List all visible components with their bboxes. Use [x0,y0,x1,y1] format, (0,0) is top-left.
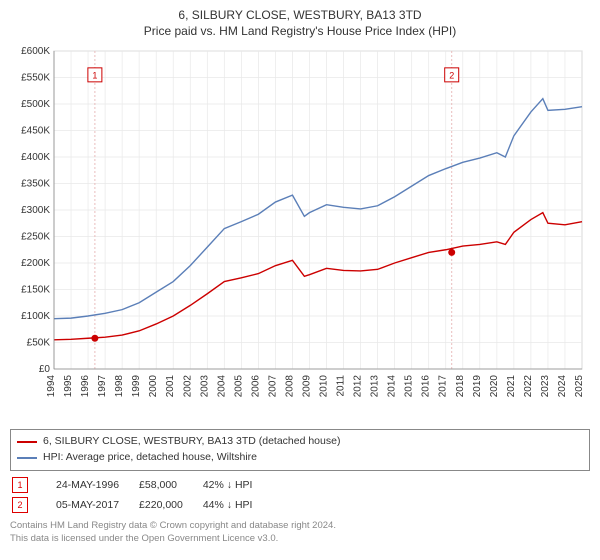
svg-text:1996: 1996 [80,375,91,398]
svg-text:£400K: £400K [21,152,50,163]
svg-text:2005: 2005 [233,375,244,398]
svg-text:2021: 2021 [506,375,517,398]
svg-text:2003: 2003 [199,375,210,398]
legend-item: 6, SILBURY CLOSE, WESTBURY, BA13 3TD (de… [17,434,583,450]
svg-text:2022: 2022 [523,375,534,398]
svg-text:1999: 1999 [131,375,142,398]
svg-text:2004: 2004 [216,375,227,398]
svg-text:2001: 2001 [165,375,176,398]
svg-text:2025: 2025 [574,375,585,398]
svg-text:£250K: £250K [21,232,50,243]
svg-text:2018: 2018 [455,375,466,398]
svg-text:£0: £0 [39,364,51,375]
svg-text:£150K: £150K [21,285,50,296]
svg-text:£350K: £350K [21,179,50,190]
svg-text:2007: 2007 [267,375,278,398]
legend-item: HPI: Average price, detached house, Wilt… [17,450,583,466]
svg-text:2019: 2019 [472,375,483,398]
svg-text:£550K: £550K [21,73,50,84]
sales-table: 124-MAY-1996£58,00042% ↓ HPI 205-MAY-2017… [10,475,272,517]
svg-text:£450K: £450K [21,126,50,137]
svg-text:1994: 1994 [46,375,57,398]
svg-text:2013: 2013 [370,375,381,398]
svg-text:2000: 2000 [148,375,159,398]
svg-text:2017: 2017 [438,375,449,398]
svg-text:£50K: £50K [27,338,51,349]
svg-text:2008: 2008 [284,375,295,398]
svg-text:£600K: £600K [21,46,50,57]
svg-text:1: 1 [92,71,97,81]
svg-text:2006: 2006 [250,375,261,398]
svg-text:2011: 2011 [336,375,347,397]
svg-text:2014: 2014 [387,375,398,398]
svg-text:2024: 2024 [557,375,568,398]
footnote: Contains HM Land Registry data © Crown c… [10,520,590,545]
svg-text:£100K: £100K [21,311,50,322]
svg-text:2002: 2002 [182,375,193,398]
svg-text:2023: 2023 [540,375,551,398]
legend: 6, SILBURY CLOSE, WESTBURY, BA13 3TD (de… [10,429,590,471]
price-chart: £0 £50K £100K £150K £200K £250K £300K £350K £400… [10,43,590,423]
svg-text:1998: 1998 [114,375,125,398]
svg-text:£200K: £200K [21,258,50,269]
svg-text:2016: 2016 [421,375,432,398]
svg-text:2015: 2015 [404,375,415,398]
svg-text:2: 2 [449,71,454,81]
svg-text:1997: 1997 [97,375,108,398]
svg-text:£500K: £500K [21,99,50,110]
svg-text:2009: 2009 [301,375,312,398]
chart-title: 6, SILBURY CLOSE, WESTBURY, BA13 3TD Pri… [10,8,590,39]
svg-text:2010: 2010 [319,375,330,398]
svg-text:2012: 2012 [353,375,364,398]
svg-text:1995: 1995 [63,375,74,398]
table-row: 205-MAY-2017£220,00044% ↓ HPI [12,497,270,515]
svg-text:2020: 2020 [489,375,500,398]
table-row: 124-MAY-1996£58,00042% ↓ HPI [12,477,270,495]
svg-text:£300K: £300K [21,205,50,216]
